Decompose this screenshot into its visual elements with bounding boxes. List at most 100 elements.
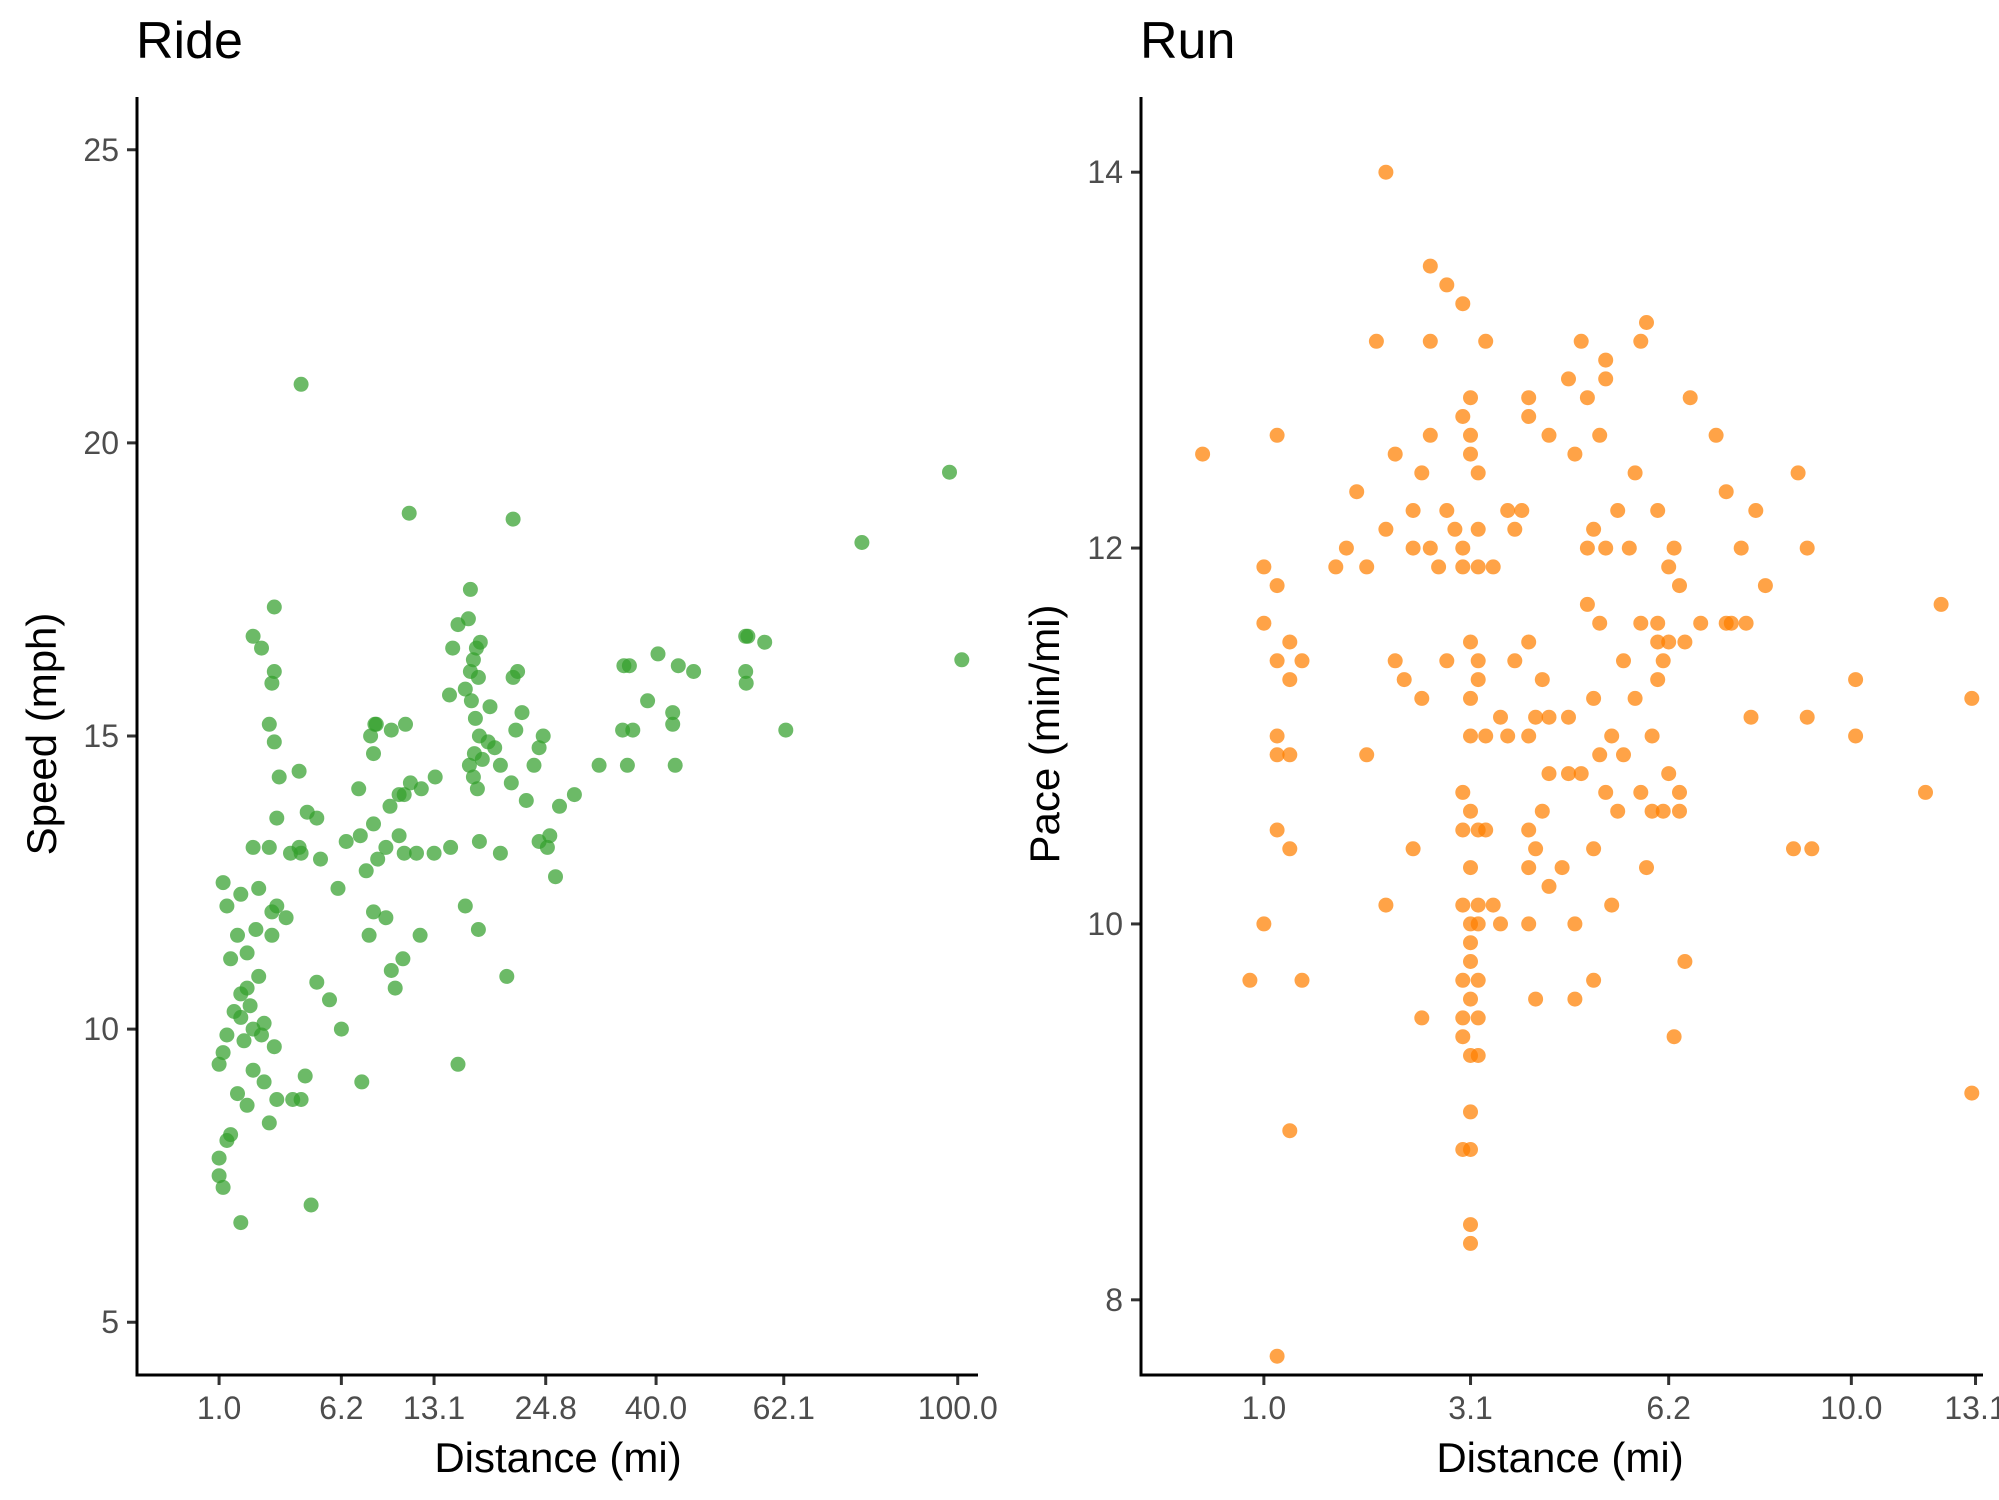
ride-data-point [271, 769, 287, 785]
ride-data-point [278, 910, 294, 926]
run-data-point [1521, 916, 1537, 932]
ride-x-tick-label: 6.2 [319, 1390, 363, 1426]
run-x-tick-label: 10.0 [1820, 1390, 1882, 1426]
run-data-point [1748, 503, 1764, 518]
run-data-point [1338, 540, 1354, 556]
ride-panel-title: Ride [136, 12, 243, 70]
run-data-point [1786, 841, 1801, 857]
ride-data-point [472, 634, 488, 650]
run-data-point [1269, 578, 1285, 594]
run-data-point [1256, 615, 1272, 631]
run-data-point [1644, 803, 1660, 819]
ride-data-point [251, 880, 267, 896]
ride-y-axis-title: Speed (mph) [18, 613, 65, 856]
run-panel-title: Run [1140, 12, 1235, 70]
run-x-tick-label: 13.1 [1944, 1390, 1999, 1426]
run-data-point [1463, 803, 1478, 819]
run-data-point [1666, 1029, 1682, 1045]
run-data-point [1534, 672, 1550, 688]
run-data-point [1463, 1235, 1478, 1251]
run-data-point [1672, 578, 1687, 594]
run-data-point [1470, 1048, 1486, 1063]
ride-data-point [539, 839, 555, 855]
ride-data-point [378, 839, 394, 855]
run-data-point [1579, 390, 1595, 406]
ride-data-point [499, 968, 515, 984]
ride-data-point [261, 1115, 277, 1131]
run-data-point [1269, 427, 1285, 443]
ride-data-point [239, 945, 255, 961]
ride-data-point [757, 634, 773, 650]
ride-data-point [640, 693, 656, 709]
run-data-point [1478, 728, 1494, 744]
ride-data-point [266, 664, 282, 679]
ride-data-point [471, 834, 487, 849]
run-data-point [1470, 521, 1486, 537]
ride-data-point [391, 828, 407, 844]
ride-data-point [667, 757, 683, 773]
ride-data-point [460, 611, 476, 627]
run-data-point [1586, 690, 1602, 706]
ride-data-point [508, 722, 524, 738]
ride-points [211, 376, 970, 1231]
run-axes [1139, 97, 1983, 1377]
ride-data-point [518, 793, 534, 808]
ride-data-point [223, 951, 239, 967]
run-points [1195, 164, 1980, 1364]
run-data-point [1282, 634, 1298, 650]
run-data-point [1405, 841, 1421, 857]
ride-data-point [233, 1215, 249, 1231]
ride-data-point [442, 687, 457, 703]
run-data-point [1933, 596, 1949, 612]
ride-data-point [215, 1179, 231, 1195]
run-data-point [1294, 972, 1310, 988]
ride-data-point [366, 904, 381, 920]
run-x-tick-label: 6.2 [1646, 1390, 1690, 1426]
run-data-point [1650, 615, 1666, 631]
ride-x-tick-label: 1.0 [197, 1390, 241, 1426]
run-data-point [1414, 465, 1430, 481]
run-x-tick-label: 3.1 [1448, 1390, 1492, 1426]
run-data-point [1422, 540, 1438, 556]
run-data-point [1650, 672, 1666, 688]
ride-data-point [303, 1197, 319, 1213]
run-data-point [1378, 521, 1394, 537]
run-data-point [1598, 352, 1614, 368]
run-data-point [1463, 390, 1478, 406]
ride-data-point [256, 1074, 272, 1090]
ride-data-point [248, 922, 264, 937]
run-data-point [1604, 897, 1620, 913]
run-data-point [1368, 333, 1384, 349]
ride-data-point [309, 974, 325, 990]
ride-data-point [239, 980, 255, 996]
run-data-point [1414, 690, 1430, 706]
run-data-point [1396, 672, 1412, 688]
run-data-point [1470, 465, 1486, 481]
ride-data-point [395, 951, 411, 967]
run-data-point [1521, 390, 1537, 406]
run-data-point [1586, 521, 1602, 537]
run-data-point [1478, 822, 1494, 838]
run-data-point [1650, 634, 1666, 650]
run-data-point [1757, 578, 1773, 594]
ride-data-point [387, 980, 403, 996]
run-data-point [1455, 784, 1471, 800]
ride-data-point [552, 798, 567, 814]
run-data-point [1463, 427, 1478, 443]
ride-data-point [740, 628, 756, 644]
run-x-axis-title: Distance (mi) [1436, 1434, 1683, 1481]
run-data-point [1439, 277, 1455, 293]
ride-axes [135, 97, 978, 1377]
run-data-point [1598, 371, 1614, 387]
run-data-point [1328, 559, 1344, 575]
run-data-point [1799, 709, 1815, 725]
ride-data-point [211, 1150, 227, 1166]
run-data-point [1592, 427, 1608, 443]
run-data-point [1455, 296, 1471, 312]
run-data-point [1627, 690, 1643, 706]
ride-data-point [465, 652, 481, 668]
ride-data-point [269, 898, 285, 914]
ride-data-point [354, 1074, 370, 1090]
ride-x-tick-label: 40.0 [625, 1390, 687, 1426]
ride-data-point [427, 769, 443, 785]
